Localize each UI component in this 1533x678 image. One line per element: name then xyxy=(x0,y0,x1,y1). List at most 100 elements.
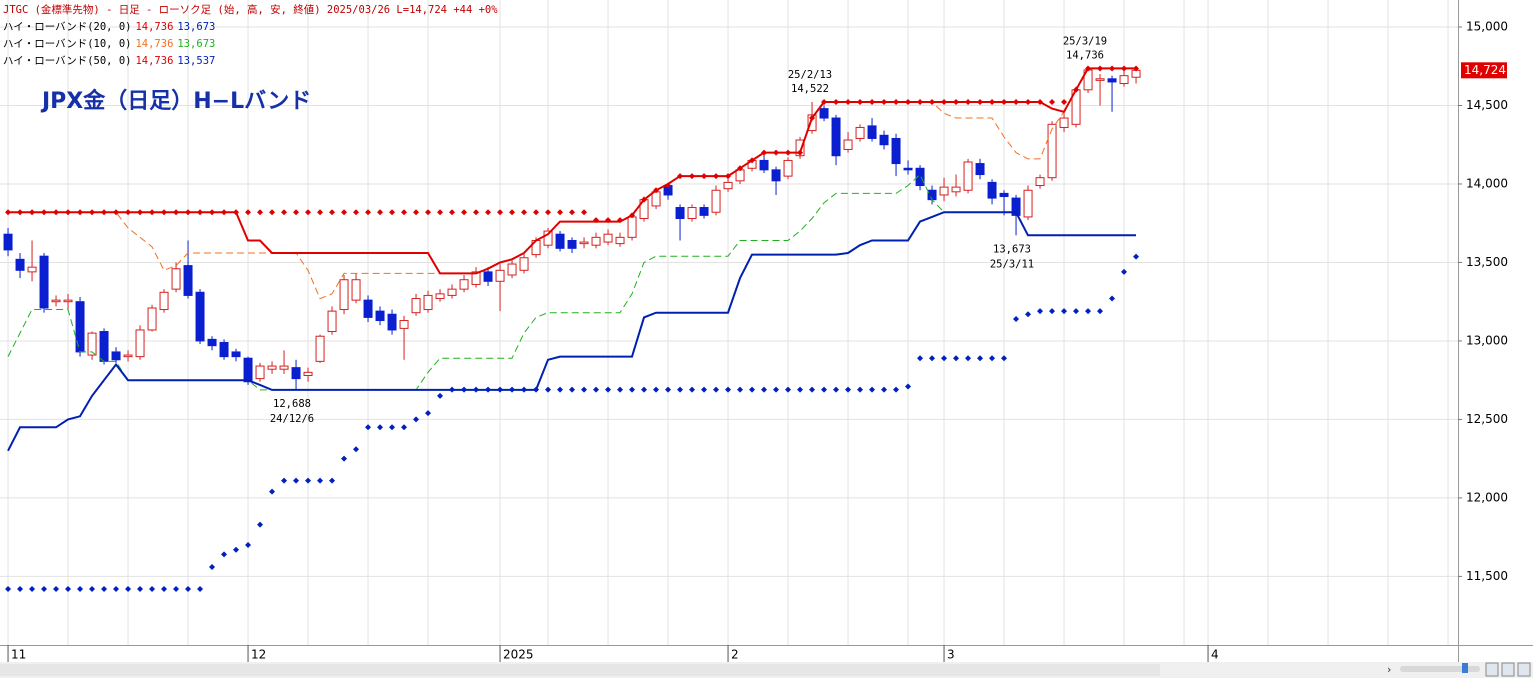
band-dot xyxy=(869,386,876,393)
band-dot xyxy=(893,99,900,106)
band-dot xyxy=(1013,99,1020,106)
band-dot xyxy=(185,585,192,592)
y-tick-label: 14,500 xyxy=(1466,98,1508,112)
band-dot xyxy=(581,386,588,393)
candle-body xyxy=(243,357,253,383)
candle-body xyxy=(807,114,817,132)
band-dot xyxy=(1073,308,1080,315)
band-dot xyxy=(905,99,912,106)
band-dot xyxy=(293,209,300,216)
candle-body xyxy=(951,186,961,193)
band-dot xyxy=(797,386,804,393)
band-dot xyxy=(1133,65,1140,72)
last-price-box xyxy=(1461,62,1507,79)
legend-low: 13,673 xyxy=(177,21,215,33)
scroll-thumb[interactable] xyxy=(0,664,1160,676)
band-dot xyxy=(1013,315,1020,322)
band-dot xyxy=(497,209,504,216)
x-tick-label: 3 xyxy=(947,648,955,662)
candle-body xyxy=(1095,78,1105,81)
band-dot xyxy=(1025,311,1032,318)
band-dot xyxy=(389,209,396,216)
band-dot xyxy=(149,585,156,592)
band-dot xyxy=(509,386,516,393)
candle-body xyxy=(855,126,865,139)
band-dot xyxy=(953,355,960,362)
band-dot xyxy=(665,182,672,189)
candle-body xyxy=(315,335,325,362)
band-dot xyxy=(77,209,84,216)
candle-body xyxy=(279,365,289,370)
header: JTGC (金標準先物) - 日足 - ローソク足 (始, 高, 安, 終値) … xyxy=(3,3,498,16)
zoom-slider[interactable] xyxy=(1400,666,1480,672)
band-dot xyxy=(17,585,24,592)
scroll-arrow[interactable]: › xyxy=(1387,663,1391,676)
candle-body xyxy=(567,239,577,249)
candle-body xyxy=(291,367,301,380)
band-dot xyxy=(497,386,504,393)
y-tick-label: 13,500 xyxy=(1466,255,1508,269)
zoom-button[interactable] xyxy=(1501,662,1515,677)
band-dot xyxy=(473,209,480,216)
band-dot xyxy=(77,585,84,592)
candle-body xyxy=(915,167,925,187)
band-dot xyxy=(353,446,360,453)
annotation-label: 14,522 xyxy=(791,83,829,95)
band-line xyxy=(8,67,1136,300)
band-dot xyxy=(257,521,264,528)
candle-body xyxy=(75,301,85,353)
legend-name: ハイ・ローバンド(50, 0) xyxy=(3,55,131,67)
candle-body xyxy=(819,108,829,119)
band-dot xyxy=(941,99,948,106)
band-dot xyxy=(233,209,240,216)
axes: 11,500 12,000 12,500 13,000 13,500 14,000 14,5… xyxy=(0,0,1533,662)
band-dot xyxy=(593,386,600,393)
candle-body xyxy=(267,365,277,370)
band-dot xyxy=(341,209,348,216)
band-dot xyxy=(881,99,888,106)
band-dot xyxy=(257,209,264,216)
candle-body xyxy=(687,207,697,220)
candle-body xyxy=(735,169,745,182)
band-dot xyxy=(845,99,852,106)
band-dot xyxy=(365,424,372,431)
candle-body xyxy=(87,332,97,356)
zoom-handle[interactable] xyxy=(1462,663,1468,673)
scrollbar[interactable]: › xyxy=(0,662,1533,678)
band-dot xyxy=(1073,86,1080,93)
candle-body xyxy=(327,310,337,333)
candle-body xyxy=(27,266,37,273)
zoom-button[interactable] xyxy=(1485,662,1499,677)
chart-title: JPX金（日足）H−Lバンド xyxy=(40,88,311,114)
candle-body xyxy=(171,268,181,290)
candle-body xyxy=(399,320,409,329)
band-dot xyxy=(161,209,168,216)
x-tick-label: 4 xyxy=(1211,648,1219,662)
candle-body xyxy=(579,241,589,245)
annotation-date: 24/12/6 xyxy=(270,413,314,425)
candle-body xyxy=(195,291,205,342)
x-tick-label: 2 xyxy=(731,648,739,662)
candle-body xyxy=(51,299,61,303)
candle-body xyxy=(555,233,565,249)
band-dot xyxy=(113,585,120,592)
band-dot xyxy=(1037,99,1044,106)
band-dot xyxy=(101,209,108,216)
band-dot xyxy=(545,209,552,216)
candle-body xyxy=(879,134,889,146)
band-dot xyxy=(125,209,132,216)
band-dot xyxy=(605,386,612,393)
band-dot xyxy=(269,209,276,216)
zoom-button[interactable] xyxy=(1517,662,1531,677)
band-dot xyxy=(821,386,828,393)
candle-body xyxy=(387,313,397,331)
band-dot xyxy=(281,209,288,216)
y-tick-label: 13,000 xyxy=(1466,333,1508,347)
band-dot xyxy=(725,386,732,393)
y-tick-label: 12,500 xyxy=(1466,412,1508,426)
legend-high: 14,736 xyxy=(135,21,173,33)
candle-body xyxy=(219,342,229,358)
candle-body xyxy=(615,236,625,245)
band-dot xyxy=(377,209,384,216)
